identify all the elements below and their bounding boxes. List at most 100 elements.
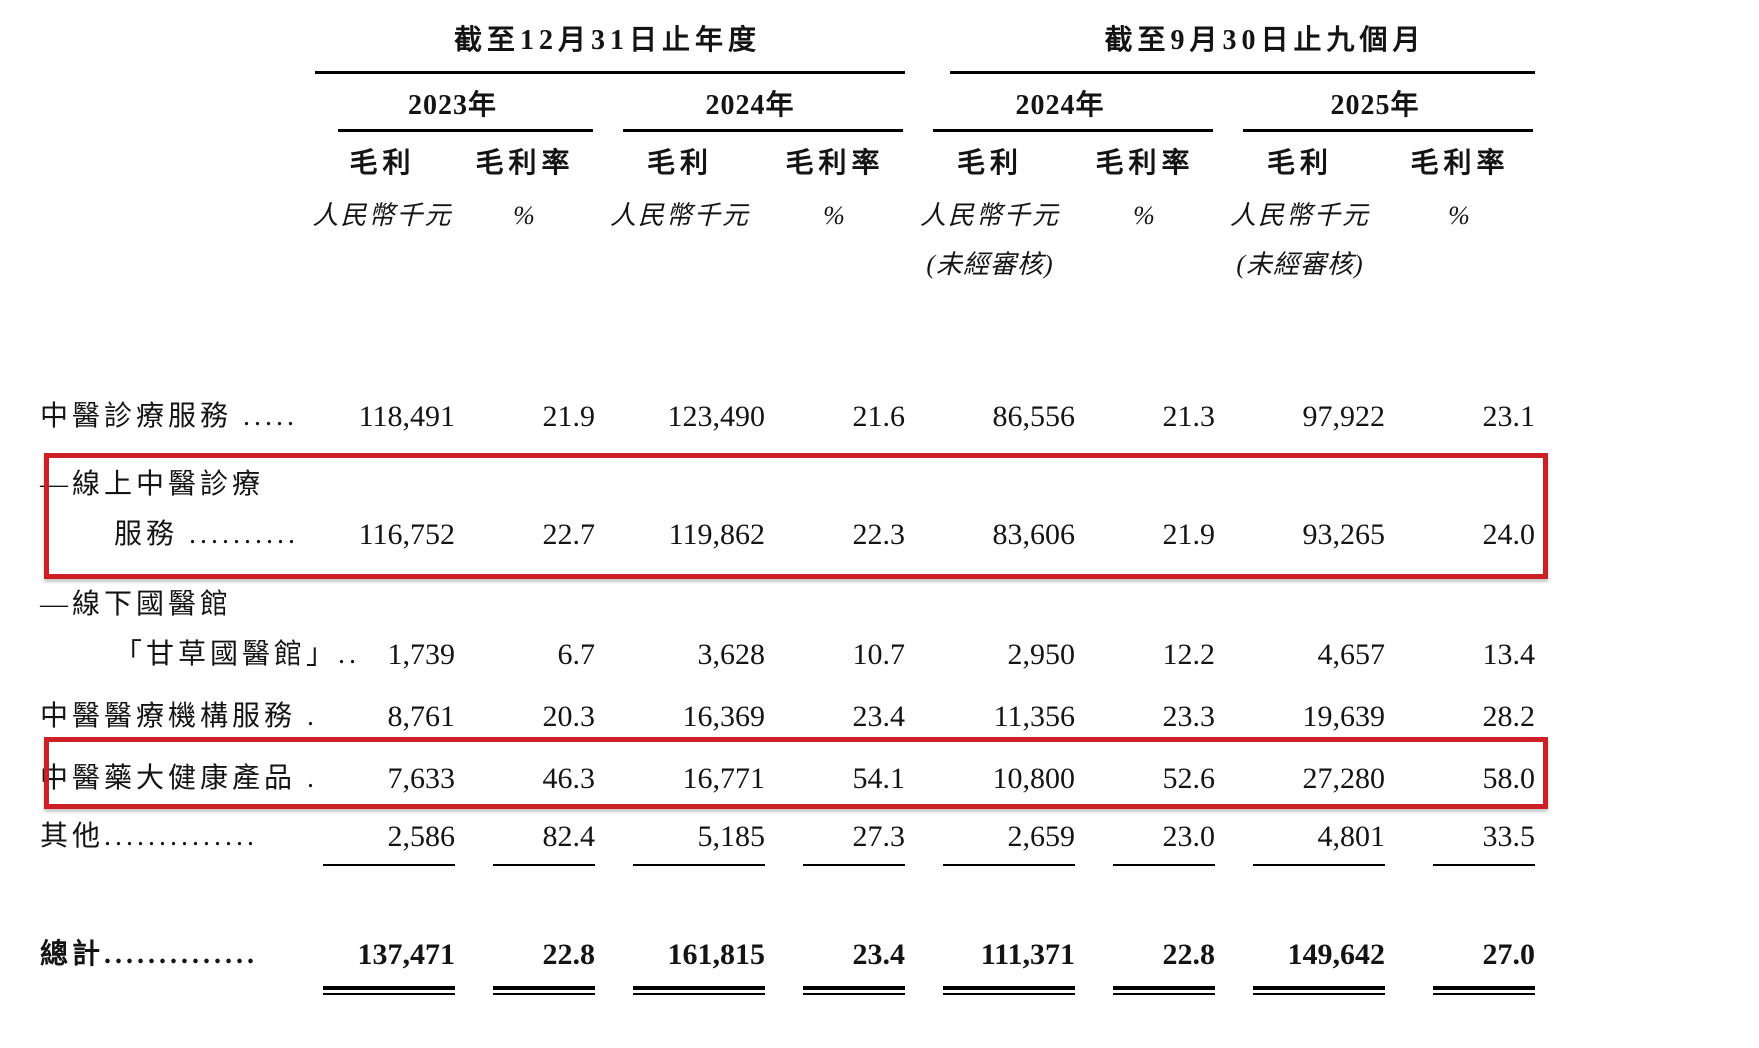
- cell-value: 11,356: [993, 700, 1075, 733]
- total-value: 161,815: [633, 932, 765, 995]
- unit-rmb: 人民幣千元: [609, 201, 750, 230]
- unit-pct: %: [1133, 201, 1157, 230]
- row-label: 中醫診療服務 .....: [40, 401, 299, 432]
- cell-value: 10,800: [992, 762, 1076, 795]
- total-value: 149,642: [1253, 932, 1385, 995]
- cell-value: 21.3: [1162, 400, 1216, 433]
- cell-value: 86,556: [992, 400, 1076, 433]
- period-header-nine-months: 截至9月30日止九個月: [905, 18, 1535, 74]
- table-row-tcm-diagnosis-services: 中醫診療服務 ..... 118,491 21.9 123,490 21.6 8…: [40, 396, 1535, 438]
- cell-value: 22.7: [542, 518, 596, 551]
- unit-rmb: 人民幣千元: [1229, 201, 1370, 230]
- cell-value: 7,633: [387, 762, 456, 795]
- col-gross-margin: 毛利率: [1410, 148, 1510, 179]
- unit-rmb: 人民幣千元: [919, 201, 1060, 230]
- cell-value: 24.0: [1482, 518, 1536, 551]
- table-row-tcm-health-products: 中醫藥大健康產品 . 7,633 46.3 16,771 54.1 10,800…: [40, 737, 1548, 809]
- cell-value: 54.1: [852, 762, 906, 795]
- header-spacer: [40, 18, 310, 74]
- cell-value: 118,491: [358, 400, 455, 433]
- cell-value: 2,659: [943, 820, 1075, 866]
- cell-value: 19,639: [1302, 700, 1386, 733]
- cell-value: 46.3: [542, 762, 596, 795]
- row-label-line2: 服務 ..........: [114, 519, 300, 550]
- total-value: 111,371: [943, 932, 1075, 995]
- cell-value: 8,761: [387, 700, 456, 733]
- cell-value: 13.4: [1482, 638, 1536, 671]
- unit-header-row: 人民幣千元 % 人民幣千元 % 人民幣千元 % 人民幣千元 %: [40, 184, 1535, 234]
- total-value: 137,471: [323, 932, 455, 995]
- unaudited-note: (未經審核): [926, 250, 1054, 279]
- table-row-total: 總計.............. 137,471 22.8 161,815 23…: [40, 932, 1535, 995]
- col-gross-margin: 毛利率: [785, 148, 885, 179]
- cell-value: 82.4: [493, 820, 595, 866]
- cell-value: 28.2: [1482, 700, 1536, 733]
- unit-pct: %: [1448, 201, 1472, 230]
- period-title: 截至9月30日止九個月: [1104, 25, 1426, 56]
- col-gross-profit: 毛利: [646, 148, 713, 179]
- cell-value: 4,657: [1317, 638, 1386, 671]
- row-label: 其他..............: [40, 821, 259, 852]
- cell-value: 119,862: [668, 518, 765, 551]
- row-label: 中醫藥大健康產品 .: [40, 763, 319, 794]
- cell-value: 27.3: [803, 820, 905, 866]
- table-row-tcm-institution-services: 中醫醫療機構服務 . 8,761 20.3 16,369 23.4 11,356…: [40, 694, 1535, 740]
- table-row-online-tcm-services: —線上中醫診療 服務 .......... 116,752 22.7 119,8…: [40, 438, 1548, 579]
- cell-value: 23.3: [1162, 700, 1216, 733]
- total-label: 總計..............: [40, 939, 259, 970]
- cell-value: 3,628: [697, 638, 766, 671]
- period-header-row: 截至12月31日止年度 截至9月30日止九個月: [40, 18, 1535, 74]
- cell-value: 116,752: [358, 518, 455, 551]
- cell-value: 52.6: [1162, 762, 1216, 795]
- year-2023: 2023年: [310, 74, 595, 132]
- gross-profit-table: 截至12月31日止年度 截至9月30日止九個月 2023年 2024年 2024…: [40, 18, 1548, 995]
- unaudited-row: (未經審核) (未經審核): [40, 234, 1535, 284]
- period-header-fiscal-year: 截至12月31日止年度: [310, 18, 905, 74]
- period-title: 截至12月31日止年度: [453, 25, 761, 56]
- cell-value: 23.4: [852, 700, 906, 733]
- cell-value: 123,490: [667, 400, 766, 433]
- cell-value: 2,950: [1007, 638, 1076, 671]
- cell-value: 27,280: [1302, 762, 1386, 795]
- year-2024-9m: 2024年: [905, 74, 1215, 132]
- cell-value: 1,739: [387, 638, 456, 671]
- col-gross-profit: 毛利: [956, 148, 1023, 179]
- cell-value: 5,185: [633, 820, 765, 866]
- cell-value: 23.1: [1482, 400, 1536, 433]
- cell-value: 22.3: [852, 518, 906, 551]
- header-spacer: [40, 74, 310, 132]
- cell-value: 21.9: [1162, 518, 1216, 551]
- row-label-line1: —線上中醫診療: [40, 469, 265, 500]
- table-row-offline-gancao-clinics: —線下國醫館 「甘草國醫館」.. 1,739 6.7 3,628 10.7 2,…: [40, 568, 1535, 684]
- cell-value: 16,771: [682, 762, 766, 795]
- year-2024-fy: 2024年: [595, 74, 905, 132]
- cell-value: 83,606: [992, 518, 1076, 551]
- unit-pct: %: [513, 201, 537, 230]
- cell-value: 21.6: [852, 400, 906, 433]
- year-header-row: 2023年 2024年 2024年 2025年: [40, 74, 1535, 132]
- col-gross-margin: 毛利率: [475, 148, 575, 179]
- cell-value: 21.9: [542, 400, 596, 433]
- row-label-line2: 「甘草國醫館」..: [114, 639, 361, 670]
- cell-value: 12.2: [1162, 638, 1216, 671]
- cell-value: 33.5: [1433, 820, 1535, 866]
- cell-value: 6.7: [557, 638, 596, 671]
- col-gross-profit: 毛利: [349, 148, 416, 179]
- cell-value: 4,801: [1253, 820, 1385, 866]
- cell-value: 20.3: [542, 700, 596, 733]
- cell-value: 93,265: [1302, 518, 1386, 551]
- total-value: 22.8: [493, 932, 595, 995]
- unit-pct: %: [823, 201, 847, 230]
- row-label: —線上中醫診療 服務 ..........: [40, 460, 310, 560]
- total-value: 27.0: [1433, 932, 1535, 995]
- row-label-line1: —線下國醫館: [40, 589, 233, 620]
- unaudited-note: (未經審核): [1236, 250, 1364, 279]
- total-value: 22.8: [1113, 932, 1215, 995]
- cell-value: 16,369: [682, 700, 766, 733]
- cell-value: 2,586: [323, 820, 455, 866]
- col-gross-margin: 毛利率: [1095, 148, 1195, 179]
- row-label: —線下國醫館 「甘草國醫館」..: [40, 580, 361, 680]
- row-label: 中醫醫療機構服務 .: [40, 701, 319, 732]
- cell-value: 58.0: [1482, 762, 1536, 795]
